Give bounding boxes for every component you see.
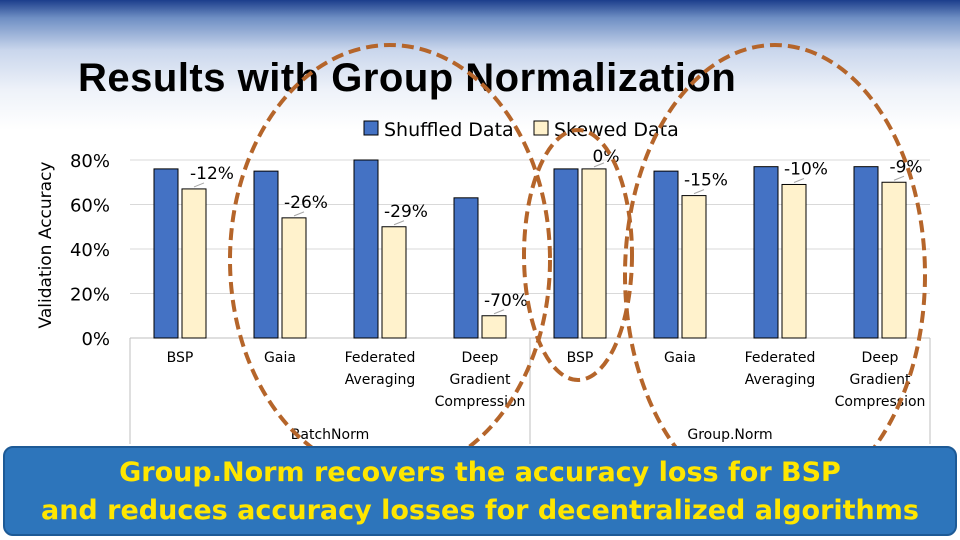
annotation-label: -9%	[889, 157, 922, 177]
callout-line-1: Group.Norm recovers the accuracy loss fo…	[119, 457, 841, 488]
bar-skewed	[881, 181, 907, 339]
bar-shuffled	[453, 197, 479, 339]
labels: 0% 20% 40% 60% 80% BSP -12% Gaia -26% Federated Av…	[70, 147, 925, 443]
category-label: Gaia	[664, 350, 696, 366]
bar-skewed	[381, 226, 407, 339]
slide-title: Results with Group Normalization	[78, 56, 737, 100]
bar-skewed	[281, 217, 307, 339]
annotation-leader	[693, 189, 705, 195]
bars	[153, 159, 907, 339]
bar-skewed	[481, 315, 507, 339]
legend-swatch-skewed	[533, 120, 549, 136]
bar-skewed	[581, 168, 607, 339]
y-axis-label: Validation Accuracy	[36, 162, 56, 329]
category-label: Gaia	[264, 350, 296, 366]
annotation-leader	[393, 220, 405, 226]
y-tick-label: 40%	[70, 240, 110, 261]
bar-shuffled	[353, 159, 379, 339]
category-label: BSP	[567, 350, 594, 366]
callout-line-2: and reduces accuracy losses for decentra…	[40, 495, 919, 526]
annotation-leader	[793, 178, 805, 183]
legend: Shuffled Data Skewed Data	[363, 119, 679, 141]
group-label: Group.Norm	[687, 427, 772, 443]
category-label: Federated Averaging	[345, 350, 416, 388]
bar-shuffled	[153, 168, 179, 339]
category-label: Federated Averaging	[745, 350, 816, 388]
bar-shuffled	[653, 170, 679, 339]
legend-swatch-shuffled	[363, 120, 379, 136]
category-label: Deep Gradient Compression	[835, 350, 926, 410]
y-tick-label: 0%	[81, 329, 110, 350]
annotation-leader	[193, 182, 205, 188]
group-label: BatchNorm	[291, 427, 369, 443]
annotation-leader	[593, 162, 605, 168]
bar-shuffled	[853, 166, 879, 339]
bar-skewed	[181, 188, 207, 339]
bar-shuffled	[753, 166, 779, 339]
annotation-label: -29%	[384, 202, 428, 222]
annotation-leader	[493, 309, 505, 315]
legend-label-skewed: Skewed Data	[554, 119, 679, 141]
category-label: BSP	[167, 350, 194, 366]
bar-shuffled	[253, 170, 279, 339]
conclusion-callout: Group.Norm recovers the accuracy loss fo…	[3, 446, 957, 536]
annotation-leader	[293, 211, 305, 217]
annotation-label: -10%	[784, 159, 828, 179]
bar-skewed	[781, 183, 807, 339]
annotation-label: -15%	[684, 171, 728, 191]
annotation-label: -70%	[484, 291, 528, 311]
annotation-label: -26%	[284, 193, 328, 213]
y-tick-label: 60%	[70, 196, 110, 217]
category-label: Deep Gradient Compression	[435, 350, 526, 410]
highlight-ellipse	[522, 128, 634, 382]
annotation-label: -12%	[190, 164, 234, 184]
annotation-leader	[893, 175, 905, 181]
bar-shuffled	[553, 168, 579, 339]
title-background	[0, 0, 960, 130]
legend-label-shuffled: Shuffled Data	[384, 119, 514, 141]
highlight-ellipse	[623, 43, 927, 507]
y-tick-label: 20%	[70, 285, 110, 306]
y-tick-label: 80%	[70, 151, 110, 172]
bar-skewed	[681, 195, 707, 339]
